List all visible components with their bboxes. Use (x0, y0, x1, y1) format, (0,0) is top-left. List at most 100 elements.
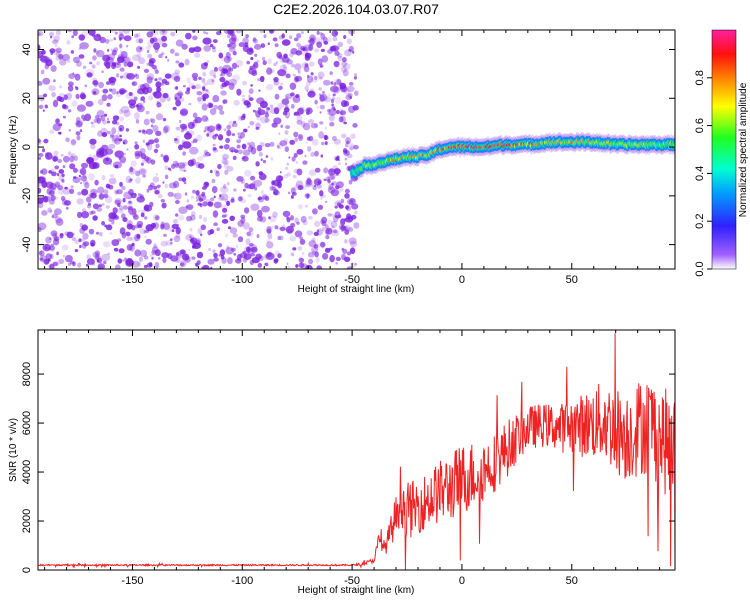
noise-speckle (49, 237, 52, 240)
noise-speckle (158, 77, 163, 81)
noise-speckle (245, 238, 251, 246)
noise-speckle (95, 255, 102, 260)
noise-speckle (257, 197, 261, 201)
noise-speckle (74, 249, 79, 253)
noise-speckle (319, 63, 324, 68)
noise-speckle (354, 73, 358, 76)
noise-speckle (310, 72, 314, 76)
noise-speckle (313, 184, 317, 188)
noise-speckle (319, 32, 323, 36)
noise-speckle (316, 229, 320, 233)
colorbar-tick-label: 0.6 (694, 118, 706, 133)
noise-speckle (247, 125, 250, 129)
noise-speckle (81, 224, 88, 231)
noise-speckle (316, 30, 320, 35)
noise-speckle (237, 65, 240, 68)
noise-speckle (296, 114, 303, 122)
noise-speckle (79, 167, 87, 176)
noise-speckle (85, 68, 95, 77)
noise-speckle (294, 63, 302, 71)
noise-speckle (227, 30, 234, 35)
noise-speckle (90, 192, 97, 199)
noise-speckle (315, 257, 320, 263)
noise-speckle (188, 47, 196, 53)
noise-speckle (195, 161, 201, 168)
noise-speckle (135, 170, 141, 177)
noise-speckle (198, 76, 202, 81)
noise-speckle (220, 68, 229, 75)
noise-speckle (41, 168, 48, 175)
noise-speckle (256, 209, 263, 218)
noise-speckle (140, 169, 146, 174)
noise-speckle (337, 214, 342, 219)
noise-speckle (325, 227, 333, 235)
noise-speckle (274, 43, 279, 48)
noise-speckle (161, 42, 168, 48)
noise-speckle (187, 121, 195, 130)
noise-speckle (343, 62, 351, 71)
noise-speckle (273, 107, 280, 115)
noise-speckle (129, 178, 133, 182)
noise-speckle (118, 109, 124, 115)
noise-speckle (49, 129, 55, 135)
noise-speckle (167, 167, 171, 171)
noise-speckle (86, 254, 91, 260)
noise-speckle (106, 130, 111, 135)
noise-speckle (239, 136, 243, 140)
noise-speckle (98, 81, 104, 89)
noise-speckle (240, 217, 246, 224)
noise-speckle (55, 55, 62, 61)
noise-speckle (52, 48, 61, 56)
colorbar-tick-label: 0.2 (694, 214, 706, 229)
noise-speckle (294, 217, 299, 224)
noise-speckle (152, 37, 158, 43)
noise-speckle (213, 195, 216, 199)
noise-speckle (55, 183, 60, 188)
noise-speckle (202, 89, 210, 96)
noise-speckle (205, 199, 211, 204)
noise-speckle (331, 182, 334, 186)
noise-speckle (98, 204, 102, 208)
noise-speckle (241, 143, 247, 150)
noise-speckle (146, 76, 153, 84)
noise-speckle (126, 61, 134, 68)
noise-speckle (179, 263, 184, 269)
noise-speckle (286, 162, 289, 166)
noise-speckle (202, 201, 208, 207)
figure-title: C2E2.2026.104.03.07.R07 (273, 1, 439, 17)
noise-speckle (189, 228, 193, 232)
noise-speckle (190, 214, 196, 221)
noise-speckle (302, 122, 311, 131)
noise-speckle (276, 51, 283, 59)
noise-speckle (97, 186, 105, 194)
noise-speckle (155, 113, 164, 121)
noise-speckle (229, 227, 238, 234)
noise-speckle (85, 100, 94, 107)
noise-speckle (273, 258, 279, 264)
noise-speckle (186, 215, 193, 222)
noise-speckle (131, 208, 137, 215)
noise-speckle (110, 212, 117, 219)
noise-speckle (38, 138, 41, 143)
noise-speckle (194, 83, 201, 90)
noise-speckle (274, 225, 279, 230)
noise-speckle (225, 51, 231, 59)
noise-speckle (146, 157, 152, 164)
noise-speckle (93, 48, 97, 53)
noise-speckle (162, 118, 167, 122)
noise-speckle (58, 189, 64, 195)
noise-speckle (111, 88, 117, 95)
noise-speckle (278, 35, 284, 40)
noise-speckle (111, 138, 119, 144)
noise-speckle (106, 117, 110, 121)
noise-speckle (140, 194, 145, 198)
noise-speckle (236, 88, 242, 96)
noise-speckle (209, 108, 217, 116)
noise-speckle (346, 213, 352, 220)
noise-speckle (145, 110, 150, 115)
noise-speckle (249, 242, 254, 247)
noise-speckle (177, 162, 186, 169)
noise-speckle (301, 251, 305, 256)
noise-speckle (223, 128, 227, 131)
noise-speckle (154, 190, 160, 195)
